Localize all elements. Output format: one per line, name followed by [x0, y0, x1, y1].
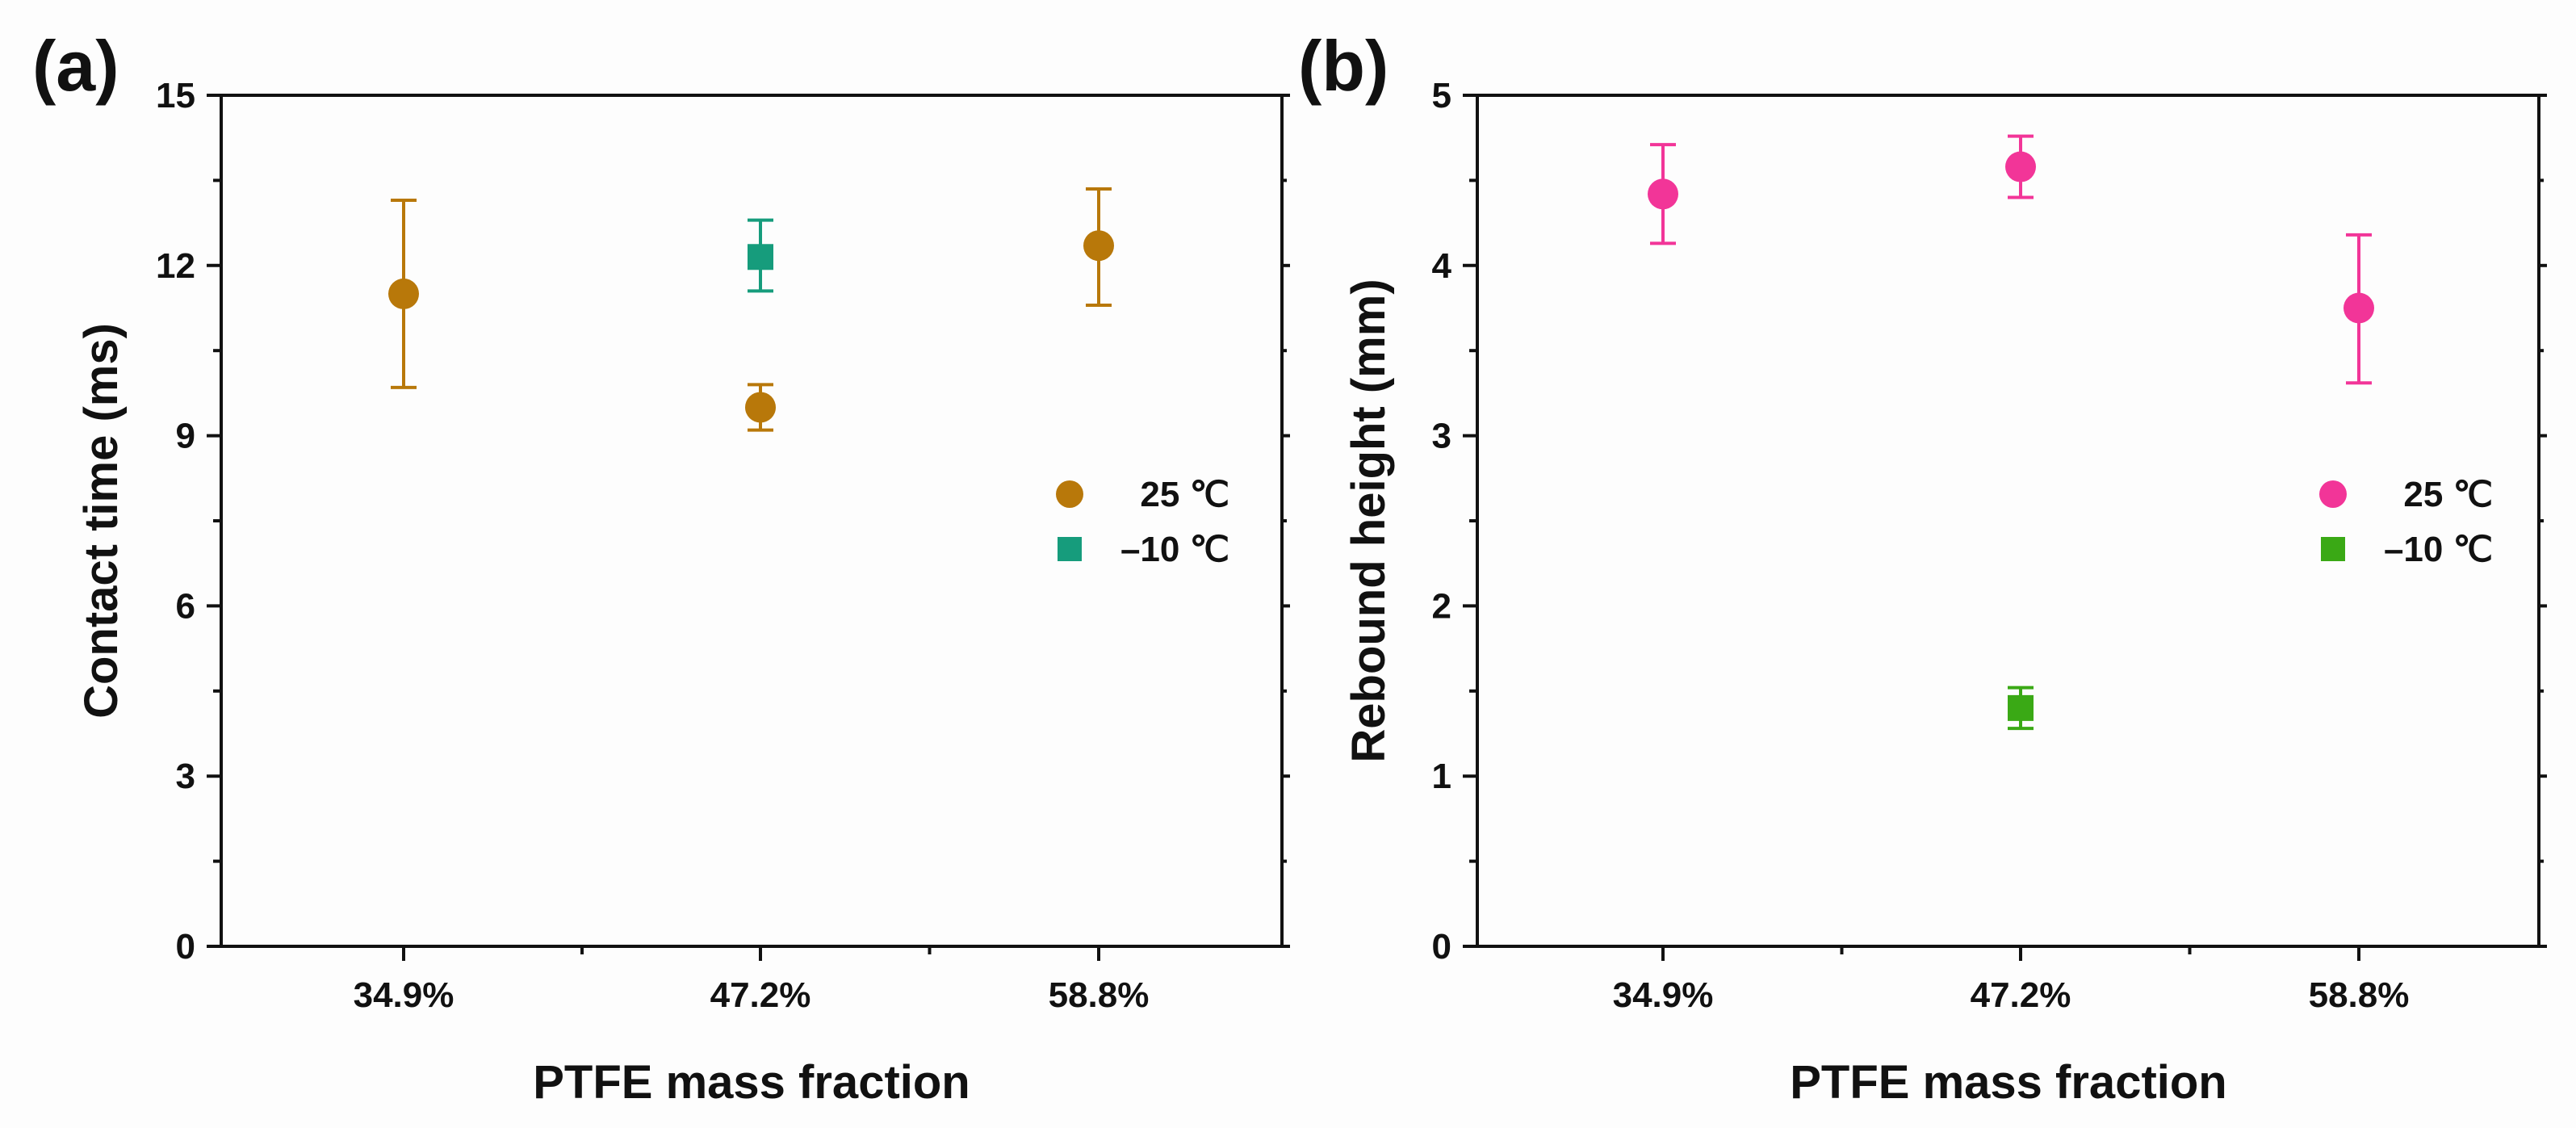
data-point-circle	[1083, 230, 1114, 262]
y-tick-label: 12	[156, 246, 195, 286]
data-point-circle	[745, 392, 776, 423]
y-tick-label: 0	[1432, 927, 1451, 967]
data-marks-b	[1648, 134, 2374, 731]
x-tick-label: 47.2%	[710, 975, 811, 1015]
y-tick-label: 2	[1432, 586, 1451, 626]
data-point-square	[2008, 694, 2034, 721]
x-tick-label: 47.2%	[1971, 975, 2071, 1015]
x-axis-title-b: PTFE mass fraction	[1790, 1056, 2226, 1109]
y-tick-label: 1	[1432, 757, 1451, 796]
x-axis-title-a: PTFE mass fraction	[533, 1056, 970, 1109]
legend-a: 25 ℃ –10 ℃	[1056, 475, 1229, 569]
y-tick-label: 6	[176, 586, 195, 626]
chart-a: (a) 0 3 6 9 12 15 34.9% 47.2% 58.8% PTFE mass f…	[32, 26, 1290, 1109]
data-point-circle	[2344, 292, 2374, 324]
data-point-circle	[388, 278, 419, 309]
x-tick-label: 34.9%	[1613, 975, 1714, 1015]
data-point-circle	[1648, 178, 1678, 210]
y-axis-title-b: Rebound height (mm)	[1342, 279, 1395, 762]
legend-b: 25 ℃ –10 ℃	[2319, 475, 2493, 569]
y-tick-label: 9	[176, 417, 195, 456]
legend-marker-square	[1058, 537, 1082, 561]
y-tick-label: 4	[1432, 246, 1452, 286]
x-tick-label: 58.8%	[1049, 975, 1150, 1015]
x-tick-label: 34.9%	[354, 975, 454, 1015]
y-tick-labels-b: 0 1 2 3 4 5	[1432, 76, 1452, 967]
x-tick-label: 58.8%	[2309, 975, 2410, 1015]
tick-group-b	[1463, 94, 2547, 961]
y-tick-label: 15	[156, 76, 195, 115]
plot-frame-a	[220, 94, 1284, 948]
y-axis-title-a: Contact time (ms)	[75, 323, 128, 719]
panel-label-a: (a)	[32, 26, 119, 106]
panel-label-b: (b)	[1298, 26, 1389, 106]
x-tick-labels-a: 34.9% 47.2% 58.8%	[354, 975, 1150, 1015]
legend-label: –10 ℃	[2384, 530, 2493, 569]
legend-label: 25 ℃	[2403, 475, 2493, 514]
y-tick-labels-a: 0 3 6 9 12 15	[156, 76, 195, 967]
x-tick-labels-b: 34.9% 47.2% 58.8%	[1613, 975, 2410, 1015]
y-tick-label: 3	[176, 757, 195, 796]
plot-frame-b	[1476, 94, 2540, 948]
y-tick-label: 0	[176, 927, 195, 967]
data-point-circle	[2005, 151, 2036, 182]
y-tick-label: 5	[1432, 76, 1451, 115]
legend-label: 25 ℃	[1140, 475, 1229, 514]
chart-b: (b) 0 1 2 3 4 5 34.9% 47.2% 58.8% PTFE mass fra…	[1298, 26, 2547, 1109]
legend-marker-circle	[1056, 480, 1083, 508]
legend-marker-circle	[2319, 480, 2347, 508]
legend-marker-square	[2321, 537, 2345, 561]
data-point-square	[748, 244, 773, 270]
legend-label: –10 ℃	[1120, 530, 1229, 569]
tick-group-a	[207, 94, 1290, 961]
y-tick-label: 3	[1432, 417, 1451, 456]
data-marks-a	[388, 187, 1114, 432]
